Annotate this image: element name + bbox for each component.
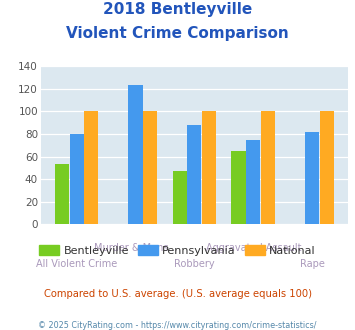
Bar [70,134,84,224]
Bar [173,171,187,224]
Text: Violent Crime Comparison: Violent Crime Comparison [66,26,289,41]
Bar [202,111,216,224]
Text: Compared to U.S. average. (U.S. average equals 100): Compared to U.S. average. (U.S. average … [44,289,311,299]
Text: Murder & Mans...: Murder & Mans... [94,243,177,252]
Text: 2018 Bentleyville: 2018 Bentleyville [103,2,252,16]
Bar [231,151,246,224]
Bar [261,111,275,224]
Bar [84,111,98,224]
Bar [246,140,260,224]
Bar [55,164,69,224]
Legend: Bentleyville, Pennsylvania, National: Bentleyville, Pennsylvania, National [35,241,320,260]
Text: Robbery: Robbery [174,259,215,269]
Text: Aggravated Assault: Aggravated Assault [206,243,301,252]
Bar [143,111,157,224]
Bar [187,125,201,224]
Text: All Violent Crime: All Violent Crime [36,259,117,269]
Bar [320,111,334,224]
Text: © 2025 CityRating.com - https://www.cityrating.com/crime-statistics/: © 2025 CityRating.com - https://www.city… [38,321,317,330]
Text: Rape: Rape [300,259,324,269]
Bar [305,132,319,224]
Bar [129,85,143,224]
